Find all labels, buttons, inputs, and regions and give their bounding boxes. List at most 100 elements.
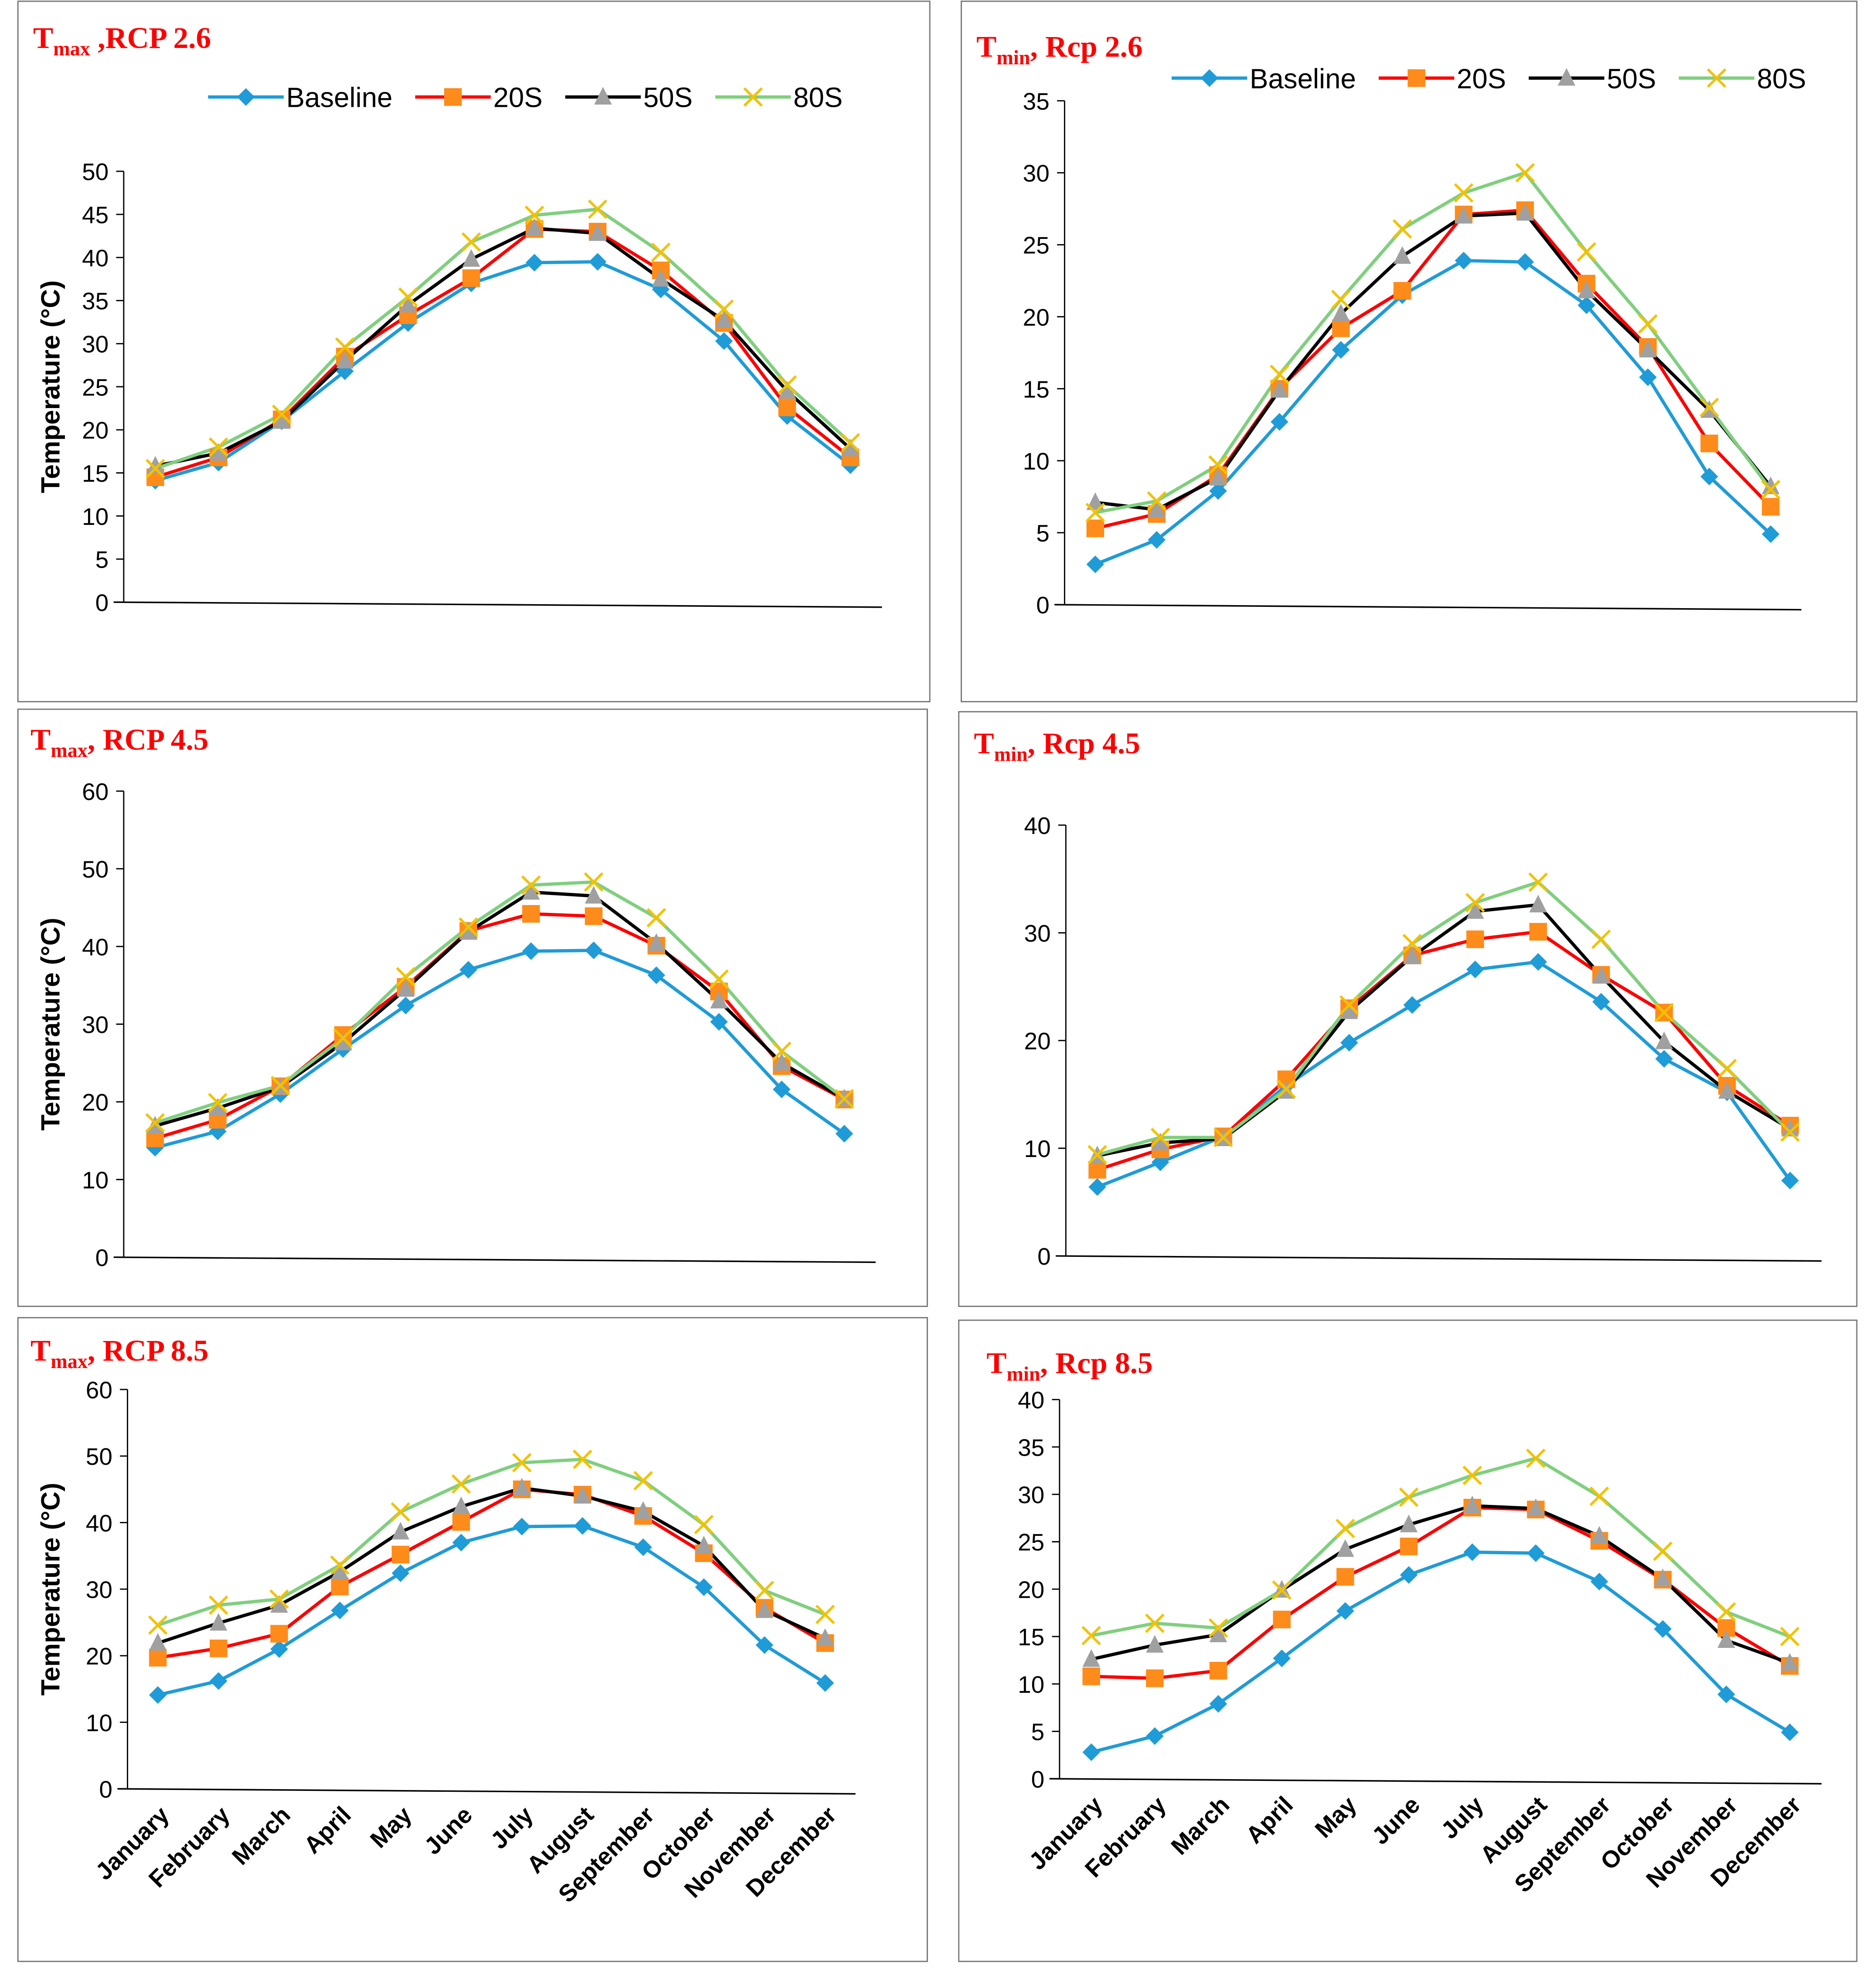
marker (743, 87, 763, 107)
legend-label: 80S (793, 82, 843, 113)
y-tick-label: 10 (1023, 448, 1050, 475)
marker (452, 1496, 470, 1515)
marker (1331, 289, 1351, 310)
marker (1463, 1495, 1482, 1514)
marker (149, 1686, 167, 1704)
marker (208, 1093, 228, 1113)
y-tick-label: 10 (1018, 1671, 1044, 1698)
marker (1209, 482, 1227, 500)
x-tick-label: April (299, 1801, 356, 1858)
title-part: max (51, 739, 88, 762)
marker (148, 1615, 168, 1635)
marker (398, 287, 418, 307)
series-line (1095, 211, 1772, 511)
marker (1400, 1566, 1418, 1584)
legend-label: 20S (1457, 63, 1506, 94)
marker (459, 917, 478, 937)
marker (1527, 1544, 1545, 1562)
marker (1529, 923, 1547, 941)
marker (777, 375, 797, 395)
x-axis (1054, 604, 1801, 611)
marker (710, 990, 728, 1009)
panel-frame (17, 0, 931, 702)
marker (1200, 69, 1218, 87)
marker (1466, 901, 1484, 919)
marker (1592, 966, 1610, 984)
marker (1082, 1649, 1100, 1667)
chart-title: Tmin, Rcp 4.5 (974, 727, 1140, 765)
y-tick-label: 5 (1036, 520, 1050, 547)
title-part: max (53, 37, 90, 60)
legend-label: Baseline (286, 82, 393, 113)
marker (391, 1564, 410, 1582)
marker (1557, 68, 1576, 86)
marker (1213, 1127, 1233, 1147)
y-tick-label: 15 (1023, 376, 1050, 403)
chart-title: Tmax ,RCP 2.6 (33, 21, 211, 60)
chart: Tmin, Rcp 8.50510152025303540JanuaryFebr… (986, 1347, 1822, 1898)
marker (584, 872, 604, 892)
marker (695, 1535, 713, 1554)
y-tick-label: 30 (82, 1011, 109, 1038)
y-tick-label: 5 (1031, 1719, 1045, 1746)
marker (588, 199, 608, 219)
marker (1402, 934, 1422, 953)
series-line (1097, 880, 1791, 1157)
panel-frame (958, 711, 1858, 1307)
y-tick-label: 10 (1024, 1135, 1051, 1162)
y-tick-label: 25 (1018, 1529, 1044, 1556)
legend-label: 50S (1607, 63, 1656, 94)
marker (333, 1028, 353, 1048)
marker (149, 1649, 167, 1667)
panel-frame (17, 708, 928, 1307)
chart: Tmin, Rcp 2.6 0 5 10 15 20 25 30 35 Baseline 20S 50… (976, 30, 1806, 619)
chart: Tmax, RCP 8.5 0 10 20 30 40 50 60 Temperature (°… (31, 1334, 856, 1908)
marker (1209, 1662, 1227, 1680)
marker (146, 1116, 164, 1134)
marker (334, 1032, 352, 1051)
marker (1780, 1122, 1800, 1142)
marker (772, 1041, 792, 1061)
series-line (157, 1524, 826, 1697)
marker (1332, 341, 1350, 359)
marker (841, 439, 860, 456)
marker (522, 905, 540, 923)
panel-frame (961, 0, 1858, 702)
series-line (1091, 1457, 1791, 1638)
y-tick-label: 40 (86, 1510, 112, 1537)
chart: Tmin, Rcp 4.5 0 10 20 30 40 (974, 727, 1822, 1270)
series-line (1091, 1504, 1791, 1665)
marker (594, 87, 612, 105)
marker (1208, 455, 1228, 475)
marker (755, 1600, 774, 1618)
marker (1393, 282, 1411, 300)
marker (1654, 1569, 1672, 1586)
marker (834, 1089, 854, 1109)
marker (1639, 368, 1657, 386)
marker (1148, 531, 1166, 549)
marker (1529, 895, 1547, 912)
marker (778, 398, 796, 416)
title-part: T (31, 1334, 51, 1368)
marker (754, 1581, 775, 1600)
y-axis-label: Temperature (°C) (36, 918, 65, 1130)
y-tick-label: 60 (82, 778, 109, 805)
chart-title: Tmax, RCP 4.5 (31, 723, 208, 761)
title-part: T (31, 723, 51, 756)
y-tick-label: 60 (86, 1376, 112, 1403)
marker (1273, 1610, 1291, 1629)
marker (1332, 319, 1350, 337)
marker (1086, 492, 1105, 510)
marker (209, 1098, 227, 1116)
marker (1403, 996, 1421, 1014)
y-axis-label: Temperature (°C) (36, 1483, 65, 1695)
marker (816, 1628, 834, 1646)
marker (146, 456, 164, 474)
title-part: T (986, 1347, 1006, 1380)
marker (1271, 380, 1288, 398)
series-line (157, 1457, 826, 1627)
marker (1392, 219, 1412, 239)
title-part: min (1007, 1363, 1040, 1385)
y-tick-label: 25 (1023, 232, 1050, 259)
y-tick-label: 30 (1024, 920, 1051, 947)
